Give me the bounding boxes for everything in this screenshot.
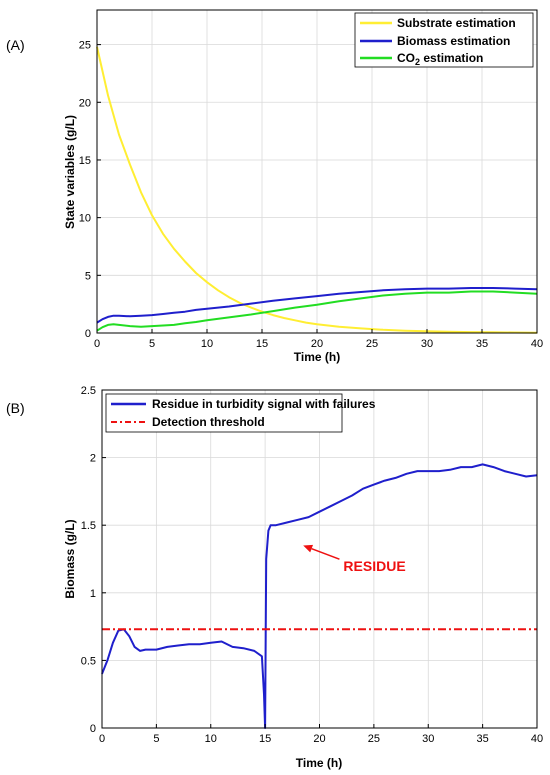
panel-a-xtick-label: 40 — [531, 338, 543, 350]
legend-label-biomass: Biomass estimation — [397, 34, 510, 48]
legend-label-residue: Residue in turbidity signal with failure… — [152, 397, 376, 411]
panel-b-ytick-label: 1.5 — [81, 520, 96, 532]
panel-a-ytick-label: 25 — [79, 40, 91, 52]
panel-b: (B) 0 5 10 15 20 25 30 35 40 0 0.5 1 1.5 2 2.5 Time (h… — [6, 385, 543, 770]
panel-b-label: (B) — [6, 400, 25, 416]
panel-b-ytick-label: 0 — [90, 723, 96, 735]
panel-b-legend-box — [105, 393, 343, 433]
panel-b-xtick-label: 15 — [259, 733, 271, 745]
panel-a-ytick-label: 15 — [79, 155, 91, 167]
panel-a-xtick-label: 20 — [311, 338, 323, 350]
panel-a-ytick-label: 5 — [85, 270, 91, 282]
legend-label-threshold: Detection threshold — [152, 415, 265, 429]
residue-arrow — [311, 547, 340, 560]
panel-a-xtick-label: 35 — [476, 338, 488, 350]
panel-a-ticks: 0 5 10 15 20 25 30 35 40 0 5 10 15 20 25 — [79, 40, 543, 350]
panel-a-xtick-label: 10 — [201, 338, 213, 350]
panel-a-label: (A) — [6, 37, 25, 53]
legend-label-substrate: Substrate estimation — [397, 16, 516, 30]
panel-a-series-2-line — [96, 290, 538, 332]
panel-b-ytick-label: 2 — [90, 453, 96, 465]
panel-b-xtick-label: 35 — [477, 733, 489, 745]
panel-a-ytick-label: 10 — [79, 213, 91, 225]
panel-b-ytick-label: 0.5 — [81, 655, 96, 667]
panel-b-xtick-label: 0 — [99, 733, 105, 745]
panel-b-xtick-label: 10 — [205, 733, 217, 745]
panel-a-xtick-label: 15 — [256, 338, 268, 350]
panel-a-ylabel: State variables (g/L) — [63, 115, 77, 229]
panel-a-xtick-label: 5 — [149, 338, 155, 350]
panel-a-legend: Substrate estimation Biomass estimation … — [354, 12, 534, 68]
panel-b-xtick-label: 20 — [313, 733, 325, 745]
panel-a-xtick-label: 0 — [94, 338, 100, 350]
panel-a-xlabel: Time (h) — [294, 350, 340, 364]
panel-b-xtick-label: 5 — [153, 733, 159, 745]
panel-b-ytick-label: 1 — [90, 588, 96, 600]
panel-b-xtick-label: 25 — [368, 733, 380, 745]
panel-b-ylabel: Biomass (g/L) — [63, 519, 77, 598]
panel-a-ytick-label: 20 — [79, 97, 91, 109]
residue-annotation: RESIDUE — [303, 544, 406, 574]
panel-a-xtick-label: 30 — [421, 338, 433, 350]
panel-b-series-0-line — [101, 463, 538, 729]
legend-label-co2: CO2 estimation — [397, 51, 483, 67]
panel-b-xtick-label: 40 — [531, 733, 543, 745]
panel-a-ytick-label: 0 — [85, 328, 91, 340]
panel-b-legend: Residue in turbidity signal with failure… — [105, 393, 376, 433]
panel-b-xlabel: Time (h) — [296, 756, 342, 770]
panel-a-series-1-line — [96, 287, 538, 324]
panel-b-ytick-label: 2.5 — [81, 385, 96, 397]
panel-b-xtick-label: 30 — [422, 733, 434, 745]
panel-b-ticks: 0 5 10 15 20 25 30 35 40 0 0.5 1 1.5 2 2.5 — [81, 385, 543, 745]
residue-arrow-head — [303, 544, 314, 553]
panel-a-xtick-label: 25 — [366, 338, 378, 350]
residue-label: RESIDUE — [343, 558, 405, 574]
panel-b-series-group — [101, 463, 538, 729]
